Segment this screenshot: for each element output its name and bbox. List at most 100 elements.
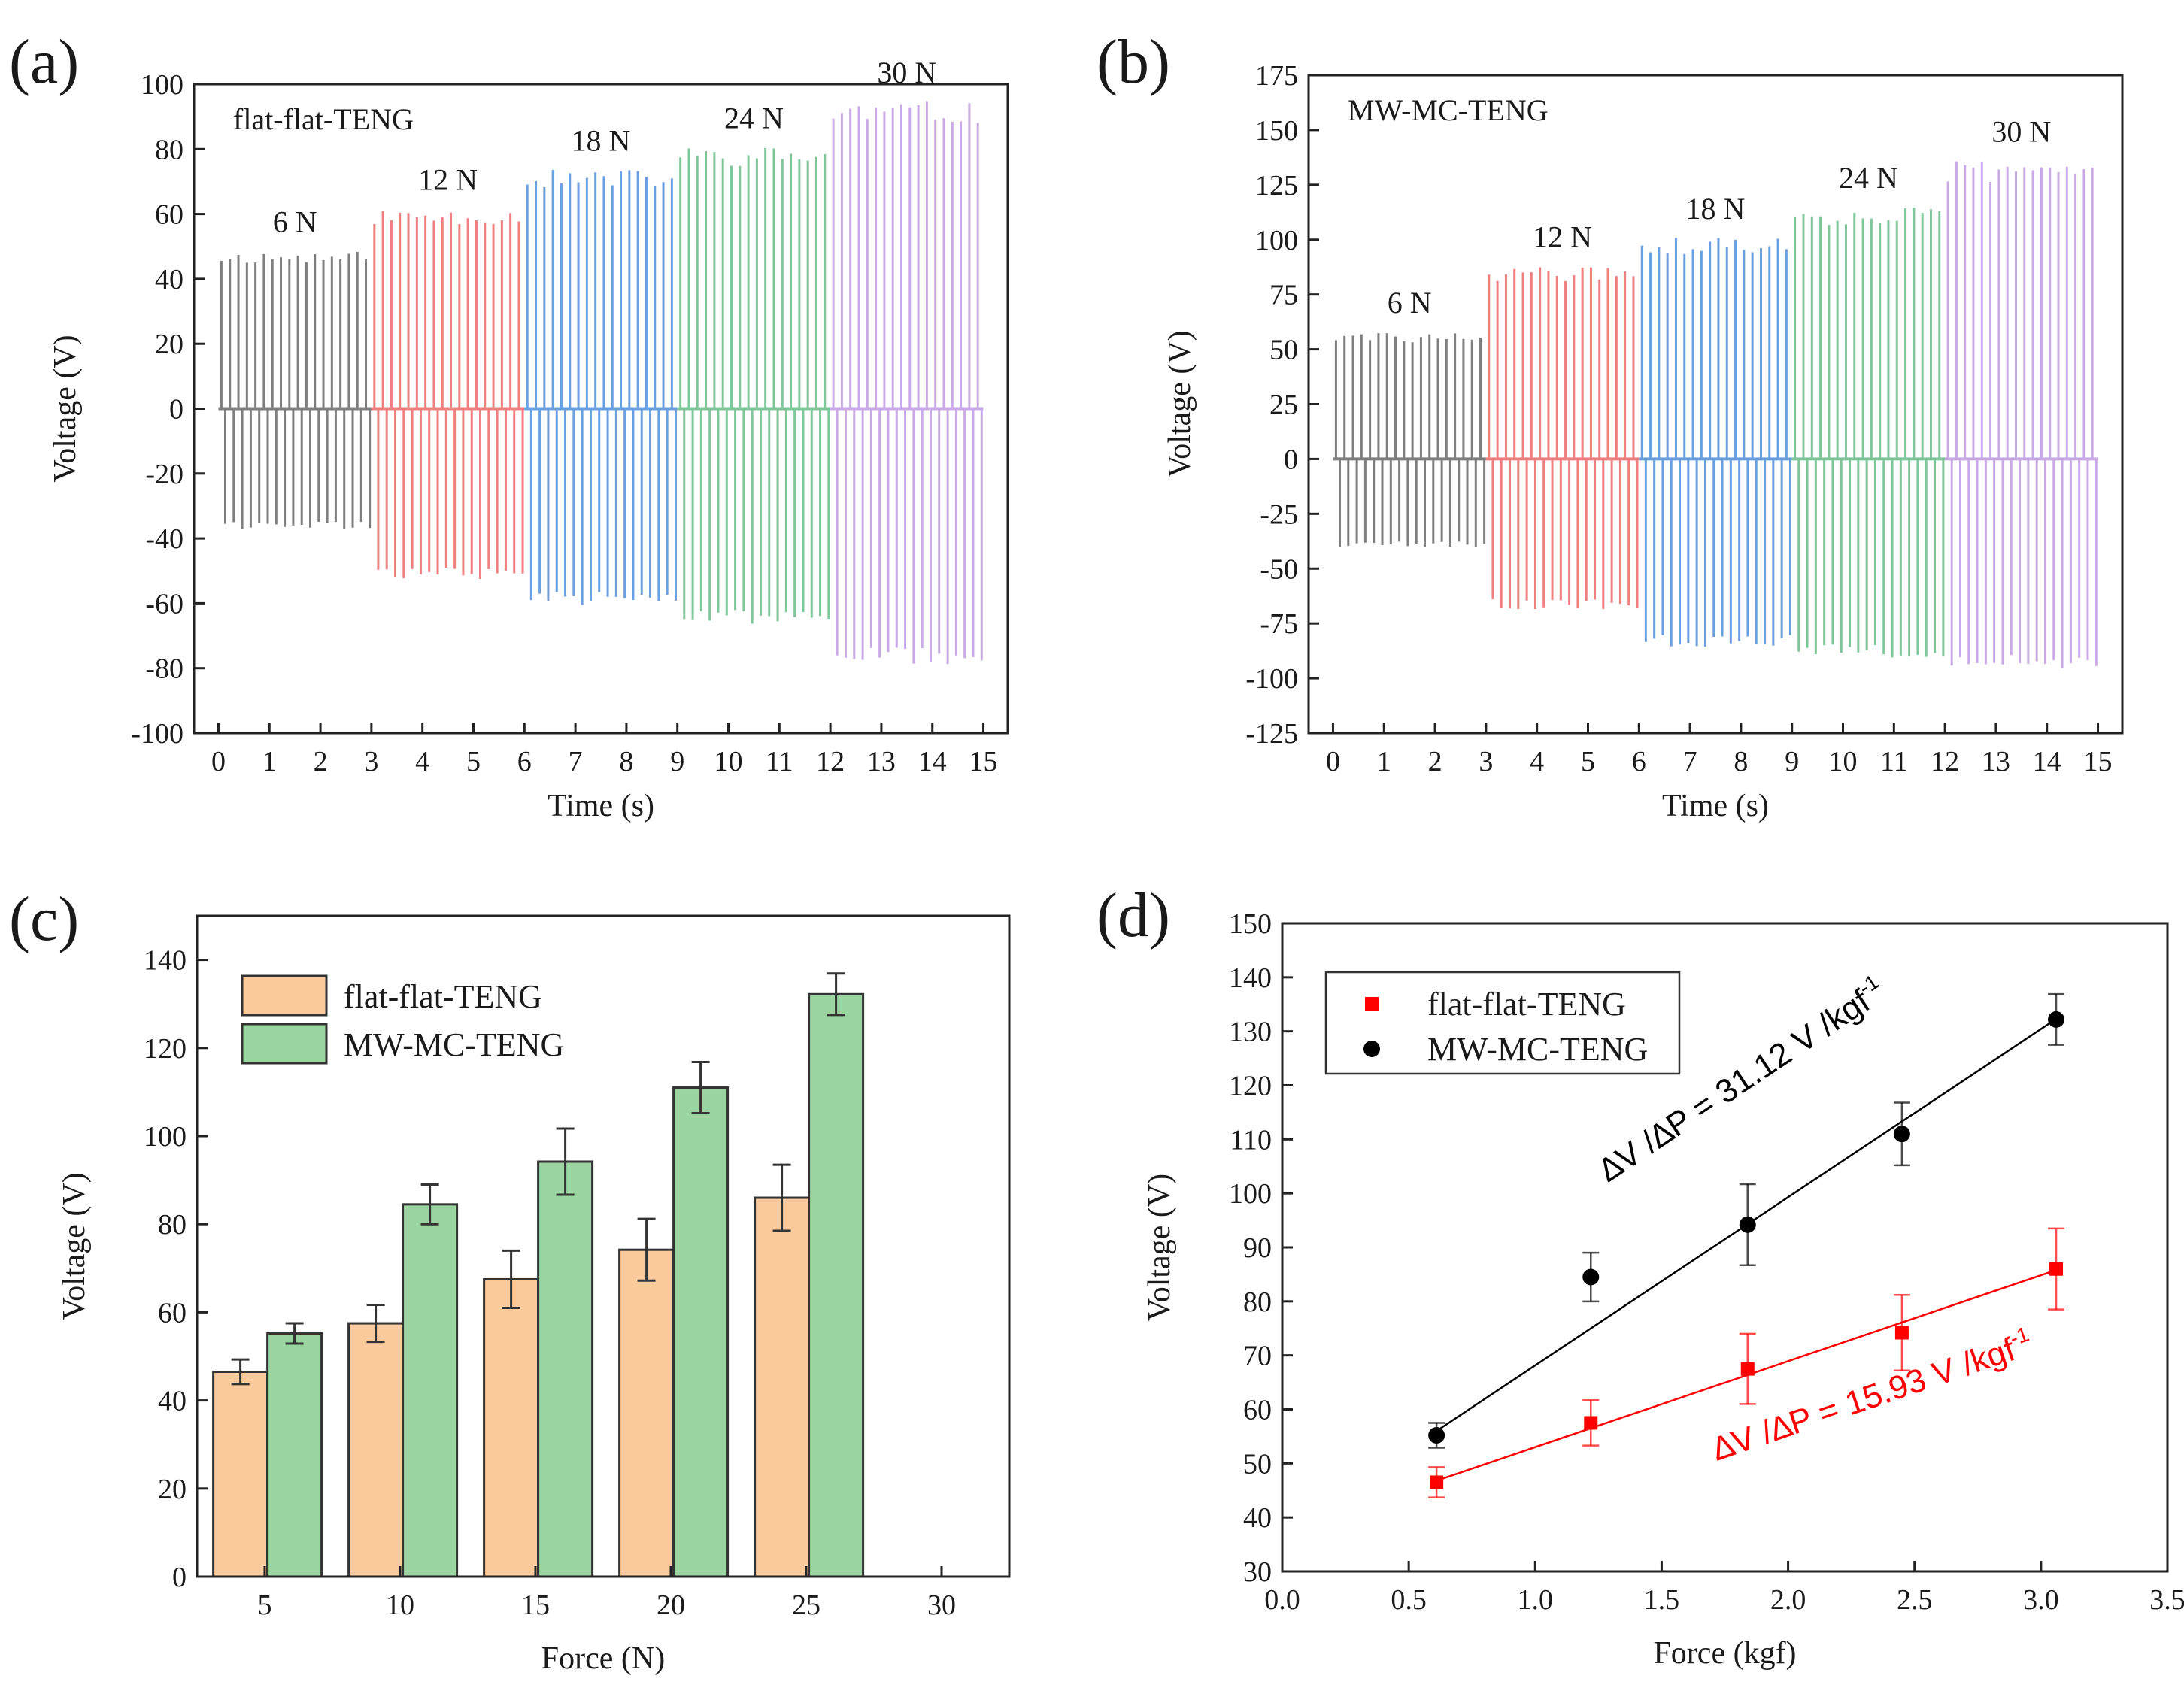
x-tick-label: 1 [1377,746,1391,777]
panel-label: (d) [1097,880,1170,950]
y-tick-label: 120 [144,1033,187,1065]
panel-label: (a) [9,27,79,97]
force-label: 24 N [724,101,784,135]
legend-label: flat-flat-TENG [1427,986,1626,1023]
force-label: 12 N [1533,220,1592,254]
y-tick-label: 30 [1243,1556,1272,1588]
slope-annotation: ∆V /∆P = 15.93 V /kgf-1 [1707,1322,2037,1468]
y-tick-label: 150 [1255,115,1298,147]
x-tick-label: 3.5 [2149,1584,2184,1616]
y-tick-label: 50 [1269,335,1298,366]
signal-segment [524,169,678,605]
legend-swatch [241,974,328,1017]
y-axis-title: Voltage (V) [1163,330,1197,477]
y-tick-label: 125 [1255,170,1298,202]
force-label: 24 N [1839,161,1898,195]
x-tick-label: 25 [792,1589,821,1621]
x-tick-label: 9 [670,746,684,777]
y-tick-label: 140 [144,945,187,977]
force-label: 6 N [273,205,317,238]
x-tick-label: 4 [1530,746,1544,777]
x-tick-label: 2 [314,746,328,777]
bar [347,1322,405,1578]
y-tick-label: -75 [1260,608,1298,640]
x-tick-label: 0 [1326,746,1340,777]
y-tick-label: 20 [158,1474,187,1505]
x-tick-label: 11 [766,746,793,777]
x-tick-label: 3 [364,746,378,777]
plot-frame [1307,74,2124,735]
x-tick-label: 12 [816,746,845,777]
force-label: 18 N [1686,192,1746,226]
x-tick-label: 7 [569,746,583,777]
legend-label: flat-flat-TENG [344,978,542,1015]
x-tick-label: 7 [1683,746,1697,777]
y-tick-label: -25 [1260,498,1298,530]
x-tick-label: 0.0 [1264,1584,1300,1616]
y-tick-label: -125 [1245,718,1298,750]
y-tick-label: 100 [144,1121,187,1153]
x-tick-label: 15 [2084,746,2113,777]
legend-marker [1363,1041,1380,1057]
y-tick-label: 80 [1243,1286,1272,1318]
force-label: 6 N [1388,286,1432,320]
data-point [1739,1216,1756,1233]
x-tick-label: 6 [517,746,532,777]
y-axis-title: Voltage (V) [57,1172,92,1320]
x-tick-label: 12 [1931,746,1959,777]
x-tick-label: 15 [969,746,998,777]
x-tick-label: 10 [1829,746,1858,777]
y-tick-label: -20 [145,459,184,490]
data-point [1430,1475,1444,1489]
data-point [2048,1011,2065,1028]
x-tick-label: 0.5 [1391,1584,1427,1616]
force-label: 12 N [418,162,478,196]
panel-a: (a)6 N12 N18 N24 N30 Nflat-flat-TENG-100… [9,27,1009,823]
x-tick-label: 9 [1785,746,1799,777]
y-tick-label: 120 [1229,1071,1272,1102]
device-title: flat-flat-TENG [233,102,414,136]
x-tick-label: 2.0 [1770,1584,1806,1616]
device-title: MW-MC-TENG [1348,93,1549,127]
data-point [1584,1416,1598,1430]
x-tick-label: 1 [262,746,277,777]
x-tick-label: 6 [1632,746,1646,777]
x-tick-label: 5 [258,1589,272,1621]
x-tick-label: 15 [521,1589,550,1621]
y-tick-label: 110 [1230,1124,1272,1156]
signal-segment [1333,333,1486,547]
y-tick-label: 40 [1243,1502,1272,1534]
signal-segment [218,251,372,529]
panel-c: (c) flat-flat-TENG MW-MC-TENG 0 20 40 60 80 100 1… [9,884,1011,1676]
data-point [1582,1268,1600,1286]
x-tick-label: 10 [386,1589,414,1621]
y-tick-label: -80 [145,653,184,685]
x-tick-label: 14 [2033,746,2061,777]
y-tick-label: -60 [145,588,184,620]
x-tick-label: 3 [1479,746,1493,777]
bar [672,1086,730,1578]
y-tick-label: 0 [1284,444,1298,475]
y-tick-label: 25 [1269,389,1298,421]
x-axis-title: Force (kgf) [1653,1636,1796,1671]
y-tick-label: 0 [169,394,184,426]
plot-frame [196,914,1011,1578]
y-tick-label: 60 [158,1297,187,1329]
legend-label: MW-MC-TENG [344,1026,564,1063]
x-tick-label: 5 [1581,746,1595,777]
y-tick-label: 150 [1229,908,1272,940]
bar [212,1371,269,1578]
y-axis-title: Voltage (V) [48,335,83,482]
y-tick-label: 80 [155,134,184,165]
data-point [1893,1126,1910,1143]
y-tick-label: 50 [1243,1448,1272,1480]
bar [754,1196,811,1578]
y-tick-label: 100 [141,69,184,101]
legend-box [1324,971,1681,1075]
y-tick-label: 70 [1243,1341,1272,1372]
signal-segment [677,147,831,624]
legend-label: MW-MC-TENG [1427,1031,1648,1068]
x-tick-label: 11 [1880,746,1908,777]
x-tick-label: 4 [415,746,429,777]
